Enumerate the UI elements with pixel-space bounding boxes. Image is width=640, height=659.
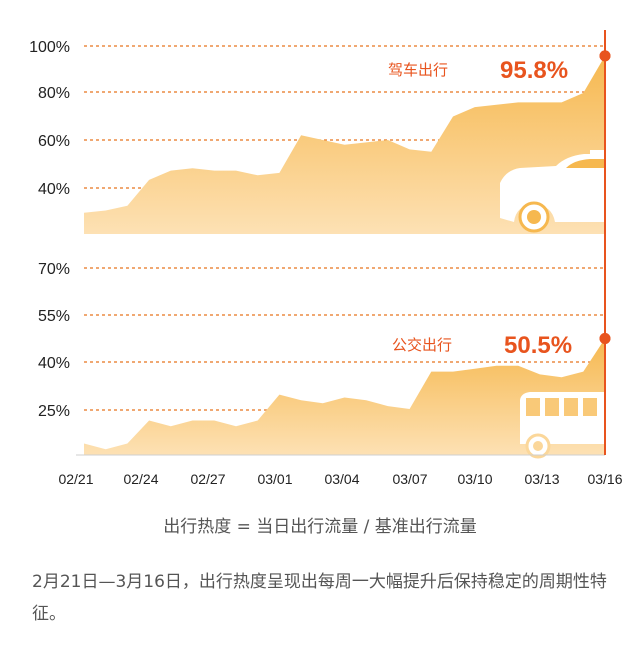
chart-overlay: [599, 30, 611, 455]
bus-y-tick-label: 70%: [38, 261, 70, 278]
bus-series-label: 公交出行: [392, 336, 452, 354]
bus-icon-window: [526, 398, 540, 416]
car-series-label: 驾车出行: [388, 61, 448, 79]
bus-series-value: 50.5%: [504, 332, 572, 359]
x-tick-label: 03/10: [457, 471, 492, 487]
car-area-series: [84, 55, 605, 235]
car-end-dot: [599, 50, 611, 62]
x-tick-label: 02/24: [123, 471, 158, 487]
bus-area-series: [84, 338, 605, 455]
bus-y-tick-label: 25%: [38, 403, 70, 420]
bus-chart-panel: 70% 55% 40% 25% 公交出行 50.5%: [38, 261, 611, 459]
car-y-tick-label: 60%: [38, 133, 70, 150]
bus-icon-window: [583, 398, 597, 416]
car-icon: [500, 150, 605, 233]
caption-text: 2月21日—3月16日，出行热度呈现出每周一大幅提升后保持稳定的周期性特征。: [32, 572, 607, 624]
car-y-tick-label: 100%: [29, 39, 70, 56]
bus-icon: [520, 392, 605, 459]
x-tick-label: 03/13: [524, 471, 559, 487]
bus-icon-window: [545, 398, 559, 416]
car-y-tick-label: 40%: [38, 181, 70, 198]
x-tick-label: 03/07: [392, 471, 427, 487]
car-icon-hub: [527, 210, 541, 224]
x-axis: 02/21 02/24 02/27 03/01 03/04 03/07 03/10 03/13…: [58, 454, 623, 487]
x-tick-label: 02/21: [58, 471, 93, 487]
x-tick-label: 03/16: [587, 471, 622, 487]
x-tick-label: 03/04: [324, 471, 359, 487]
car-series-value: 95.8%: [500, 57, 568, 84]
bus-icon-hub: [533, 441, 543, 451]
bus-y-tick-label: 40%: [38, 355, 70, 372]
car-y-tick-label: 80%: [38, 85, 70, 102]
bus-icon-window: [564, 398, 578, 416]
formula-text: 出行热度 = 当日出行流量 / 基准出行流量: [163, 517, 477, 537]
car-icon-roof-sign: [590, 150, 605, 154]
bus-end-dot: [599, 333, 611, 344]
bus-y-tick-label: 55%: [38, 308, 70, 325]
x-tick-label: 03/01: [257, 471, 292, 487]
x-tick-label: 02/27: [190, 471, 225, 487]
car-chart-panel: 100% 80% 60% 40% 驾车出行 95.8%: [29, 39, 611, 235]
car-icon-window: [566, 159, 605, 168]
travel-heat-chart: 100% 80% 60% 40% 驾车出行 95.8% 70% 55% 40% 25% 公交出行 5…: [29, 30, 623, 487]
